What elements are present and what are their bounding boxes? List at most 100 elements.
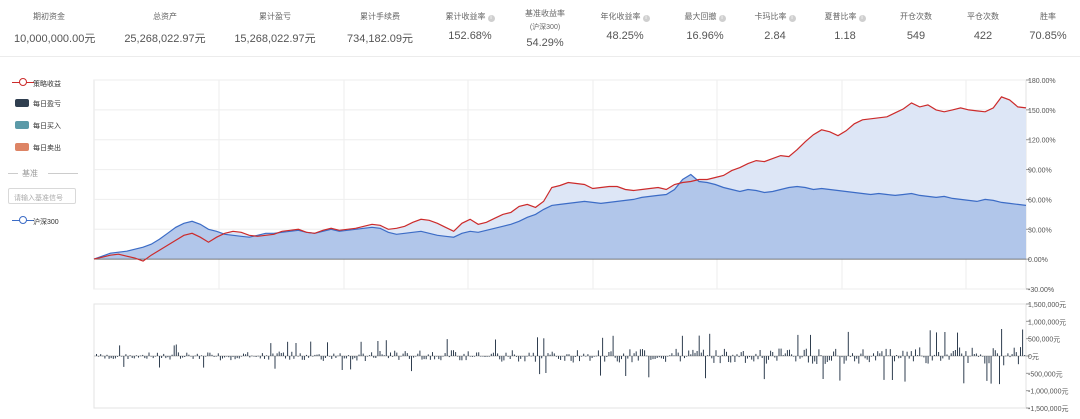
info-icon[interactable]: i: [718, 15, 726, 22]
pnl-bar: [492, 352, 494, 356]
pnl-bar: [828, 356, 830, 361]
pnl-bar: [482, 356, 484, 357]
pnl-bar: [350, 356, 352, 370]
pnl-bar: [801, 356, 803, 358]
pnl-bar: [858, 356, 860, 364]
pnl-bar: [379, 351, 381, 356]
pnl-bar: [593, 356, 595, 357]
pnl-bar: [530, 355, 532, 357]
pnl-bar: [156, 352, 158, 356]
pnl-bar: [854, 356, 856, 362]
pnl-bar: [1020, 347, 1021, 356]
pnl-bar: [656, 356, 658, 358]
pnl-bar: [417, 353, 419, 356]
pnl-bar: [207, 352, 209, 356]
pnl-bar: [822, 356, 824, 379]
pnl-bar: [564, 356, 566, 361]
pnl-bar: [219, 356, 221, 361]
pnl-bar: [805, 348, 807, 356]
pnl-bar: [159, 356, 160, 368]
pnl-bar: [835, 348, 837, 356]
pnl-bar: [465, 356, 467, 361]
benchmark-signal-input[interactable]: 请输入基准信号: [8, 188, 76, 204]
y-tick-label: -1,000,000元: [1028, 388, 1068, 396]
pnl-bar: [738, 356, 740, 358]
pnl-bar: [975, 353, 977, 356]
pnl-bar: [604, 356, 606, 362]
pnl-bar: [616, 356, 618, 362]
pnl-bar: [608, 352, 610, 356]
swatch-icon: [15, 143, 29, 151]
pnl-bar: [425, 356, 427, 360]
pnl-bar: [188, 354, 190, 356]
pnl-bar: [595, 355, 597, 357]
pnl-bar: [566, 354, 568, 356]
stat-value: 152.68%: [448, 30, 492, 42]
pnl-bar: [688, 350, 690, 356]
stat-value: 16.96%: [686, 30, 724, 42]
pnl-bar: [768, 356, 769, 360]
pnl-bar: [518, 356, 520, 362]
pnl-bar: [444, 353, 446, 356]
pnl-bar: [660, 356, 662, 359]
pnl-bar: [652, 356, 654, 360]
pnl-bar: [553, 353, 555, 356]
pnl-bar: [148, 352, 150, 356]
info-icon[interactable]: i: [788, 15, 796, 22]
pnl-bar: [629, 349, 631, 356]
pnl-bar: [144, 356, 146, 359]
pnl-bar: [860, 353, 862, 356]
info-icon[interactable]: i: [642, 15, 650, 22]
pnl-bar: [255, 356, 257, 357]
pnl-bar: [209, 352, 211, 356]
pnl-bar: [551, 351, 553, 356]
pnl-bar: [954, 350, 956, 356]
pnl-bar: [639, 349, 641, 356]
pnl-bar: [711, 356, 713, 359]
stat-close-count: 平仓次数 422: [955, 0, 1011, 56]
pnl-bar: [486, 356, 488, 357]
pnl-bar: [826, 356, 828, 362]
stat-label: 期初资金: [33, 12, 65, 21]
pnl-bar: [614, 356, 616, 358]
info-icon[interactable]: i: [858, 15, 866, 22]
stat-label: 平仓次数: [967, 12, 999, 21]
pnl-bar: [684, 356, 685, 359]
pnl-bar: [335, 356, 337, 358]
pnl-bar: [461, 356, 463, 361]
pnl-bar: [921, 355, 923, 357]
pnl-bar: [883, 356, 885, 380]
y-tick-label: 120.00%: [1028, 138, 1056, 145]
pnl-bar: [1013, 347, 1015, 356]
pnl-bar: [996, 353, 998, 356]
pnl-bar: [383, 355, 385, 356]
pnl-bar: [469, 356, 471, 357]
pnl-bar: [266, 355, 268, 356]
info-icon[interactable]: i: [487, 15, 495, 22]
pnl-bar: [495, 339, 496, 356]
pnl-bar: [96, 354, 97, 356]
pnl-bar: [287, 341, 289, 356]
pnl-bar: [736, 354, 738, 356]
pnl-bar: [765, 356, 767, 364]
pnl-bar: [980, 354, 982, 356]
pnl-bar: [198, 356, 200, 359]
pnl-bar: [135, 355, 137, 356]
pnl-bar: [946, 354, 948, 356]
pnl-bar: [606, 356, 608, 357]
pnl-bar: [175, 344, 177, 356]
stat-label: 累计收益率: [445, 12, 486, 21]
pnl-bar: [312, 356, 314, 357]
pnl-bar: [957, 332, 958, 356]
swatch-icon: [15, 121, 29, 129]
pnl-bar: [831, 356, 832, 361]
pnl-bar: [726, 351, 727, 356]
pnl-bar: [259, 356, 261, 359]
pnl-bar: [612, 335, 614, 356]
pnl-bar: [505, 352, 507, 356]
pnl-bar: [623, 353, 625, 356]
pnl-bar: [480, 356, 482, 357]
pnl-bar: [513, 354, 515, 356]
pnl-bar: [299, 353, 301, 356]
pnl-bar: [211, 354, 213, 356]
